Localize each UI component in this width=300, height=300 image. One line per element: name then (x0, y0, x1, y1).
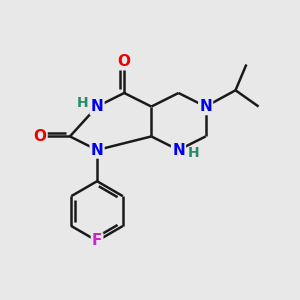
Text: H: H (76, 96, 88, 110)
Text: O: O (34, 129, 46, 144)
Text: N: N (172, 142, 185, 158)
Text: N: N (91, 99, 103, 114)
Text: F: F (92, 233, 102, 248)
Text: H: H (188, 146, 199, 160)
Text: N: N (199, 99, 212, 114)
Text: N: N (91, 142, 103, 158)
Text: O: O (118, 54, 131, 69)
